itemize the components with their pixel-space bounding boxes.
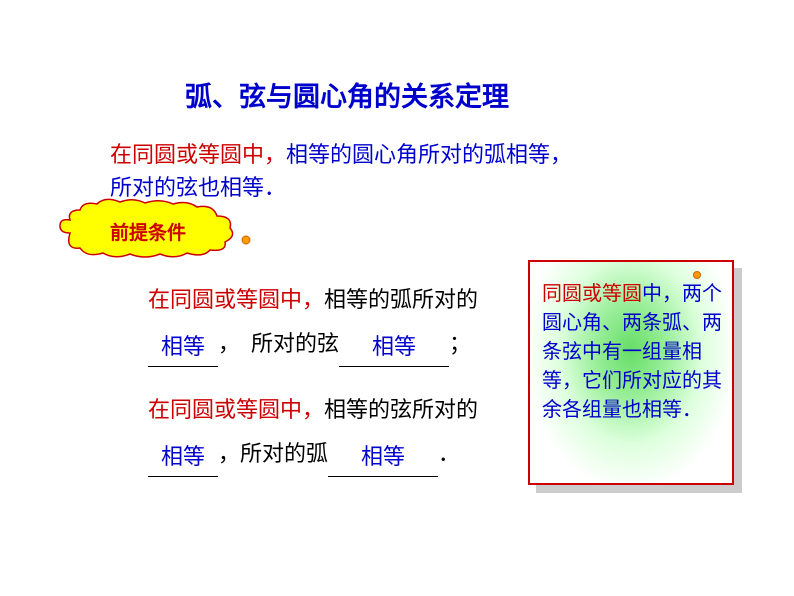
theorem2-prefix: 在同圆或等圆中， [148,287,324,312]
blank1-fill: 相等 [161,334,205,359]
theorem3-prefix: 在同圆或等圆中， [148,397,324,422]
theorem2-body1: 相等的弧所对的 [324,287,478,312]
t2-tail: ； [449,331,471,356]
blank-3: 相等 [148,432,218,477]
t2-mid: ， [218,331,240,356]
blank-4: 相等 [328,432,438,477]
theorem-1: 在同圆或等圆中，相等的圆心角所对的弧相等，所对的弦也相等． [110,138,590,204]
dot-icon [240,234,252,246]
dot-icon [692,270,702,280]
cloud-label: 前提条件 [110,218,186,245]
blank4-fill: 相等 [361,444,405,469]
sidebox-red: 同圆或等圆 [542,283,642,305]
page-title: 弧、弦与圆心角的关系定理 [185,75,509,114]
theorem3-body2: 所对的弧 [240,441,328,466]
blank3-fill: 相等 [161,444,205,469]
theorem3-body1: 相等的弦所对的 [324,397,478,422]
t3-tail: ． [438,441,460,466]
blank-2: 相等 [339,322,449,367]
blank-1: 相等 [148,322,218,367]
theorem-2: 在同圆或等圆中，相等的弧所对的 相等 ， 所对的弦 相等 ； [148,278,548,367]
theorem1-prefix: 在同圆或等圆中， [110,142,286,167]
theorem-3: 在同圆或等圆中，相等的弦所对的 相等 ，所对的弧 相等 ． [148,388,548,477]
t3-mid: ， [218,441,240,466]
summary-sidebox: 同圆或等圆中，两个圆心角、两条弧、两条弦中有一组量相等，它们所对应的其余各组量也… [528,260,734,485]
blank2-fill: 相等 [372,334,416,359]
theorem2-body2: 所对的弦 [251,331,339,356]
